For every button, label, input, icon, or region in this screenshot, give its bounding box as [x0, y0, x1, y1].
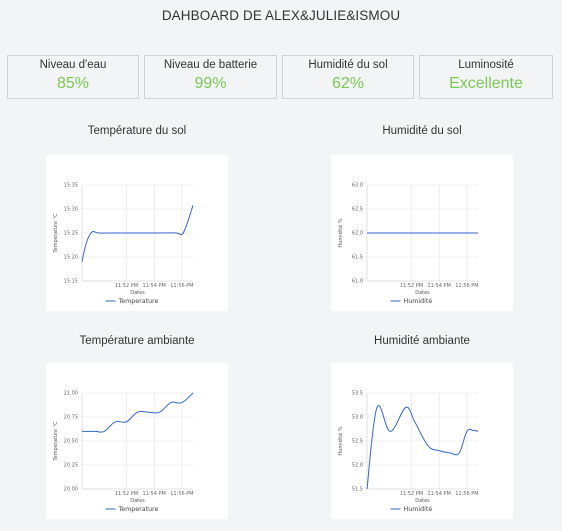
card-value: 99% — [194, 75, 227, 92]
card-label: Humidité du sol — [308, 59, 388, 71]
y-tick-label: 15.20 — [64, 255, 78, 261]
card-battery-level: Niveau de batterie 99% — [144, 55, 277, 99]
y-tick-label: 61.5 — [352, 255, 363, 261]
card-luminosity: Luminosité Excellente — [419, 55, 553, 99]
x-tick-label: 11:54 PM — [142, 283, 165, 289]
x-tick-label: 11:56 PM — [455, 491, 478, 497]
card-soil-humidity: Humidité du sol 62% — [282, 55, 414, 99]
y-axis-label: Temperature °C — [53, 213, 59, 254]
x-tick-label: 11:54 PM — [142, 491, 165, 497]
chart-ambient-humidity: 53.5 53.0 52.5 52.0 51.5 11:52 PM 11:54 PM 11:5… — [331, 363, 513, 519]
legend-label: Temperature — [118, 298, 159, 305]
card-label: Niveau de batterie — [163, 59, 258, 71]
chart-soil-humidity: 63.0 62.5 62.0 61.5 61.0 11:52 PM 11:54 PM 11:5… — [331, 155, 513, 311]
y-tick-label: 51.5 — [352, 487, 363, 493]
y-tick-label: 63.0 — [352, 183, 363, 189]
y-axis-label: Temperature °C — [53, 421, 59, 462]
y-tick-label: 20.50 — [64, 439, 78, 445]
y-tick-label: 61.0 — [352, 279, 363, 285]
x-tick-label: 11:54 PM — [427, 491, 450, 497]
chart-title-soil-temperature: Température du sol — [87, 125, 187, 137]
chart-svg: 63.0 62.5 62.0 61.5 61.0 11:52 PM 11:54 PM 11:5… — [337, 183, 479, 305]
x-tick-label: 11:54 PM — [427, 283, 450, 289]
y-tick-label: 53.5 — [352, 391, 363, 397]
chart-svg: 15.35 15.30 15.25 15.20 15.15 11:52 PM 11:54 P… — [53, 183, 194, 305]
card-label: Niveau d'eau — [39, 59, 107, 71]
y-tick-label: 21.00 — [64, 391, 78, 397]
y-tick-label: 52.0 — [352, 463, 363, 469]
x-tick-label: 11:52 PM — [115, 491, 138, 497]
y-tick-label: 62.0 — [352, 231, 363, 237]
y-axis-label: Humidité % — [337, 218, 344, 247]
y-tick-label: 15.35 — [64, 183, 78, 189]
y-tick-label: 15.25 — [64, 231, 78, 237]
x-tick-label: 11:52 PM — [400, 283, 423, 289]
y-tick-label: 62.5 — [352, 207, 363, 213]
card-value: Excellente — [449, 75, 523, 92]
x-tick-label: 11:56 PM — [170, 491, 193, 497]
legend-label: Temperature — [118, 506, 159, 513]
y-axis-label: Humidité % — [337, 426, 344, 455]
card-label: Luminosité — [458, 59, 514, 71]
chart-title-ambient-humidity: Humidité ambiante — [374, 335, 470, 347]
chart-title-soil-humidity: Humidité du sol — [382, 125, 462, 137]
y-tick-label: 20.25 — [64, 463, 78, 469]
x-axis-label: Dates — [415, 498, 430, 504]
x-axis-label: Dates — [415, 290, 430, 296]
x-tick-label: 11:52 PM — [115, 283, 138, 289]
y-tick-label: 53.0 — [352, 415, 363, 421]
page-title: DAHBOARD DE ALEX&JULIE&ISMOU — [161, 8, 401, 23]
x-tick-label: 11:56 PM — [455, 283, 478, 289]
chart-svg: 53.5 53.0 52.5 52.0 51.5 11:52 PM 11:54 PM 11:5… — [337, 391, 479, 513]
y-tick-label: 15.30 — [64, 207, 78, 213]
card-value: 85% — [56, 75, 90, 92]
y-tick-label: 52.5 — [352, 439, 363, 445]
chart-soil-temperature: 15.35 15.30 15.25 15.20 15.15 11:52 PM 11:54 P… — [46, 155, 228, 311]
chart-ambient-temperature: 21.00 20.75 20.50 20.25 20.00 11:52 PM 11:54 P… — [46, 363, 228, 519]
y-tick-label: 20.75 — [64, 415, 78, 421]
series-line — [82, 392, 194, 433]
series-line — [81, 205, 194, 262]
legend-label: Humidité — [404, 297, 433, 305]
y-tick-label: 20.00 — [64, 487, 78, 493]
series-line — [366, 404, 479, 490]
chart-title-ambient-temperature: Température ambiante — [79, 335, 195, 347]
legend-label: Humidité — [404, 505, 433, 513]
card-water-level: Niveau d'eau 85% — [7, 55, 139, 99]
x-tick-label: 11:52 PM — [400, 491, 423, 497]
x-axis-label: Dates — [130, 290, 145, 296]
x-axis-label: Dates — [130, 498, 145, 504]
card-value: 62% — [331, 75, 365, 92]
chart-svg: 21.00 20.75 20.50 20.25 20.00 11:52 PM 11:54 P… — [53, 391, 194, 513]
y-tick-label: 15.15 — [64, 279, 78, 285]
x-tick-label: 11:56 PM — [170, 283, 193, 289]
